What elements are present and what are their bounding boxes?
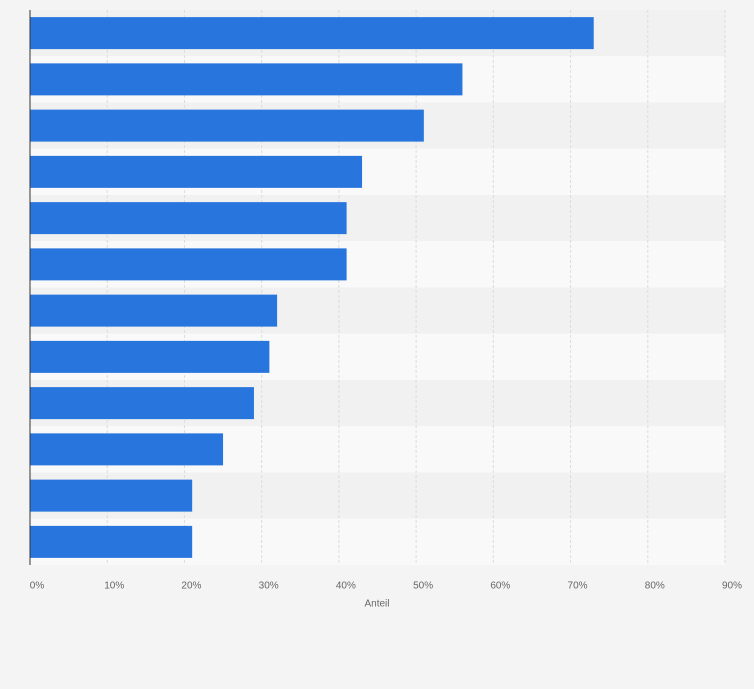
bar bbox=[30, 525, 193, 558]
bar bbox=[30, 202, 347, 235]
x-tick-label: 30% bbox=[259, 581, 279, 592]
x-tick-label: 40% bbox=[336, 581, 356, 592]
bar bbox=[30, 17, 594, 50]
bar bbox=[30, 433, 224, 466]
x-tick-label: 70% bbox=[568, 581, 588, 592]
x-tick-label: 50% bbox=[413, 581, 433, 592]
x-tick-label: 90% bbox=[722, 581, 742, 592]
x-axis-label: Anteil bbox=[364, 599, 389, 610]
bar bbox=[30, 340, 270, 373]
x-tick-label: 80% bbox=[645, 581, 665, 592]
bar bbox=[30, 294, 278, 327]
bar bbox=[30, 248, 347, 281]
bar bbox=[30, 63, 463, 96]
bar bbox=[30, 109, 424, 142]
x-tick-label: 20% bbox=[181, 581, 201, 592]
bar bbox=[30, 155, 363, 188]
bar bbox=[30, 387, 254, 420]
bar bbox=[30, 479, 193, 512]
x-tick-label: 10% bbox=[104, 581, 124, 592]
x-tick-label: 60% bbox=[490, 581, 510, 592]
x-tick-label: 0% bbox=[30, 581, 45, 592]
